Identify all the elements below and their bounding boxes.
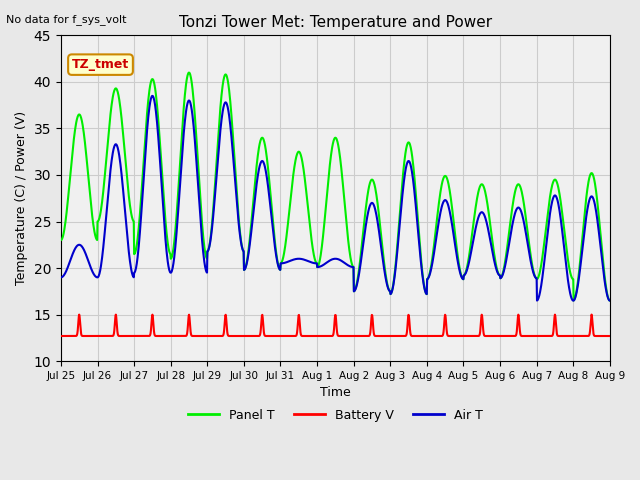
Text: TZ_tmet: TZ_tmet bbox=[72, 58, 129, 71]
Title: Tonzi Tower Met: Temperature and Power: Tonzi Tower Met: Temperature and Power bbox=[179, 15, 492, 30]
Text: No data for f_sys_volt: No data for f_sys_volt bbox=[6, 14, 127, 25]
Legend: Panel T, Battery V, Air T: Panel T, Battery V, Air T bbox=[183, 404, 488, 427]
Y-axis label: Temperature (C) / Power (V): Temperature (C) / Power (V) bbox=[15, 111, 28, 285]
X-axis label: Time: Time bbox=[320, 386, 351, 399]
